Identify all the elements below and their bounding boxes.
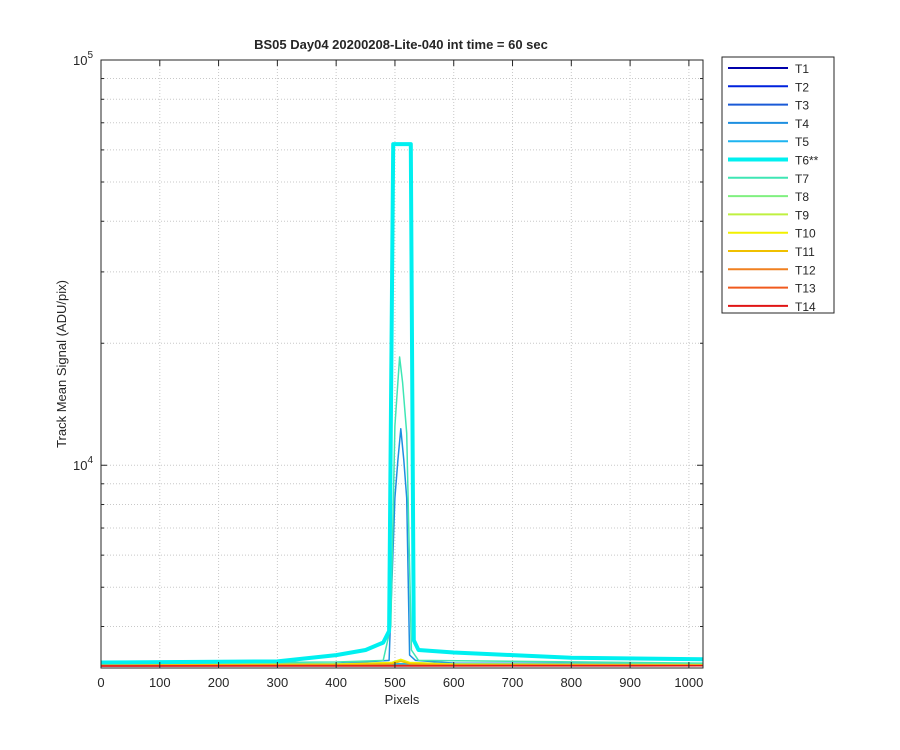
legend-label: T14	[795, 300, 816, 314]
legend-label: T4	[795, 117, 809, 131]
x-tick-label: 400	[325, 675, 347, 690]
legend-label: T11	[795, 245, 815, 259]
x-tick-label: 500	[384, 675, 406, 690]
legend-label: T10	[795, 227, 816, 241]
x-tick-label: 600	[443, 675, 465, 690]
x-tick-label: 800	[560, 675, 582, 690]
legend-label: T2	[795, 80, 809, 94]
legend-box	[721, 56, 835, 314]
legend-label: T12	[795, 263, 816, 277]
legend-label: T6**	[795, 154, 819, 168]
series-line-t7	[100, 356, 704, 665]
tick-layer: 0 100 200 300 400 500 600 700 800 900 1000 104 105	[73, 50, 703, 690]
legend-label: T1	[795, 62, 809, 76]
series-line-t6	[100, 142, 704, 665]
x-axis-label: Pixels	[385, 692, 420, 707]
legend-label: T7	[795, 172, 809, 186]
y-tick-label: 104	[73, 455, 93, 473]
legend-label: T9	[795, 208, 809, 222]
plot-area	[101, 60, 703, 668]
legend[interactable]: T1 T2 T3 T4 T5 T6** T7 T8 T9 T10 T11 T12 T13 T14	[721, 56, 835, 314]
x-tick-label: 1000	[674, 675, 703, 690]
x-tick-label: 100	[149, 675, 171, 690]
x-tick-label: 0	[97, 675, 104, 690]
legend-label: T3	[795, 99, 809, 113]
y-tick-label: 105	[73, 50, 93, 68]
legend-label: T13	[795, 282, 816, 296]
y-axis-label: Track Mean Signal (ADU/pix)	[54, 280, 69, 448]
legend-items: T1 T2 T3 T4 T5 T6** T7 T8 T9 T10 T11 T12 T13 T14	[728, 62, 819, 314]
x-tick-label: 700	[502, 675, 524, 690]
chart-title: BS05 Day04 20200208-Lite-040 int time = …	[254, 37, 548, 52]
plot-frame	[100, 59, 704, 669]
legend-label: T8	[795, 190, 809, 204]
x-tick-label: 300	[267, 675, 289, 690]
x-tick-label: 200	[208, 675, 230, 690]
legend-label: T5	[795, 135, 809, 149]
grid-layer	[101, 60, 703, 668]
x-tick-label: 900	[619, 675, 641, 690]
